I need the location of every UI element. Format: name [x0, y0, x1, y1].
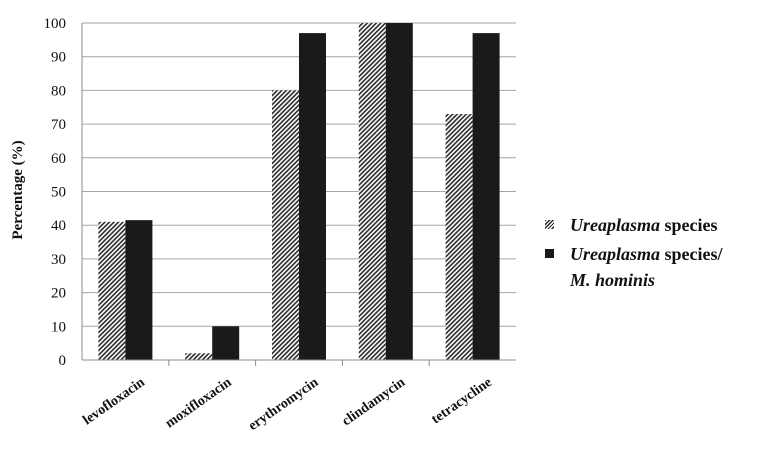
bar-moxifloxacin-ureaplasma — [185, 353, 213, 360]
y-tick-label: 0 — [59, 353, 67, 369]
x-tick-label: clindamycin — [340, 375, 409, 429]
x-tick-label: tetracycline — [429, 375, 495, 427]
y-tick-label: 100 — [44, 16, 67, 32]
y-tick-label: 40 — [51, 218, 66, 234]
y-tick-label: 30 — [51, 252, 66, 268]
legend-label-1: Ureaplasma species — [570, 215, 718, 235]
x-tick-label: erythromycin — [246, 375, 321, 434]
bar-moxifloxacin-ureaplasma-mhominis — [212, 326, 240, 360]
bar-levofloxacin-ureaplasma-mhominis — [125, 220, 153, 360]
y-axis-label: Percentage (%) — [10, 140, 26, 239]
legend-swatch-solid — [545, 249, 554, 258]
bar-levofloxacin-ureaplasma — [98, 221, 126, 360]
y-tick-label: 10 — [51, 319, 66, 335]
bar-tetracycline-ureaplasma-mhominis — [472, 33, 500, 361]
y-tick-label: 70 — [51, 117, 66, 133]
axes — [81, 23, 516, 366]
y-tick-label: 50 — [51, 185, 66, 201]
y-tick-label: 20 — [51, 286, 66, 302]
legend: Ureaplasma species Ureaplasma species/M.… — [545, 212, 723, 293]
y-tick-label: 80 — [51, 83, 66, 99]
bar-tetracycline-ureaplasma — [445, 113, 473, 361]
legend-label-2: Ureaplasma species/M. hominis — [570, 244, 723, 290]
bar-erythromycin-ureaplasma — [272, 90, 299, 361]
legend-swatch-hatched — [545, 220, 554, 229]
y-tick-label: 90 — [51, 50, 66, 66]
legend-item-ureaplasma-mhominis: Ureaplasma species/M. hominis — [545, 241, 723, 293]
x-tick-label: moxifloxacin — [163, 375, 235, 432]
bars — [98, 23, 500, 361]
bar-clindamycin-ureaplasma-mhominis — [385, 23, 413, 360]
bar-clindamycin-ureaplasma — [358, 23, 386, 360]
y-tick-label: 60 — [51, 151, 66, 167]
y-tick-labels: 0 10 20 30 40 50 60 70 80 90 100 — [44, 16, 67, 369]
x-tick-labels: levofloxacin moxifloxacin erythromycin clin… — [80, 375, 494, 434]
legend-item-ureaplasma: Ureaplasma species — [545, 212, 723, 238]
bar-erythromycin-ureaplasma-mhominis — [299, 33, 326, 361]
x-tick-label: levofloxacin — [80, 375, 147, 428]
